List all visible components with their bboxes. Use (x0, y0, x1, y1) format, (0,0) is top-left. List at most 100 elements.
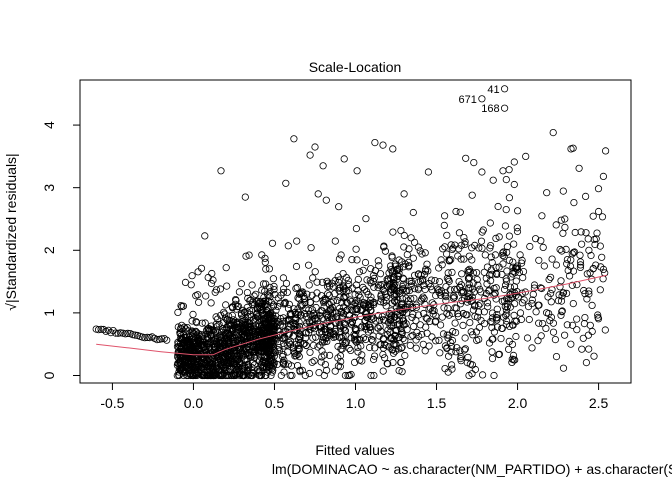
data-point (492, 295, 500, 303)
data-point (440, 221, 448, 229)
data-point (194, 268, 202, 276)
data-point (489, 176, 497, 184)
data-point (261, 287, 269, 295)
data-point (498, 297, 506, 305)
data-point (534, 337, 542, 345)
data-point (450, 293, 458, 301)
data-point (436, 349, 444, 357)
data-point (216, 285, 224, 293)
data-point (216, 339, 224, 348)
chart-subtitle: lm(DOMINACAO ~ as.character(NM_PARTIDO) … (272, 461, 672, 477)
data-point (397, 327, 406, 335)
data-point (401, 336, 409, 344)
data-point (204, 371, 212, 380)
data-point (376, 270, 385, 278)
data-point (347, 370, 355, 379)
data-point (461, 240, 469, 248)
data-point (442, 250, 451, 258)
data-point (502, 311, 510, 319)
data-point (324, 279, 332, 287)
data-point (355, 291, 363, 299)
data-point (412, 316, 420, 325)
data-point (309, 334, 317, 342)
data-point (270, 346, 278, 355)
data-point (290, 135, 298, 143)
data-point (601, 147, 610, 155)
data-point (483, 263, 491, 271)
data-point (495, 233, 503, 241)
data-point (252, 334, 260, 342)
data-point (588, 301, 596, 309)
data-point (239, 334, 247, 342)
data-point (183, 323, 191, 332)
data-point (503, 248, 511, 256)
data-point (186, 341, 194, 349)
data-point (255, 347, 263, 355)
data-point (331, 289, 339, 298)
data-point (493, 270, 501, 278)
data-point (587, 251, 595, 260)
data-point (332, 319, 340, 328)
data-point (435, 336, 443, 344)
data-point (242, 349, 250, 357)
data-point (510, 158, 518, 166)
data-point (443, 274, 451, 282)
data-point (342, 273, 350, 282)
data-point (266, 328, 274, 336)
data-point (310, 357, 318, 365)
data-point (320, 303, 328, 311)
data-point (472, 268, 481, 277)
data-point (234, 339, 243, 347)
data-point (495, 350, 503, 359)
data-point (245, 348, 253, 357)
data-point (546, 273, 555, 281)
data-point (180, 352, 188, 360)
data-point (268, 356, 276, 364)
data-point (266, 313, 274, 321)
data-point (387, 266, 395, 274)
data-point (208, 269, 216, 278)
data-point (381, 247, 389, 255)
data-point (448, 245, 456, 253)
data-point (440, 212, 449, 220)
data-point (573, 315, 581, 323)
data-point (274, 294, 282, 302)
data-point (568, 250, 576, 258)
data-point (221, 371, 230, 380)
data-point (427, 276, 435, 284)
point-labels-layer: 41 671 168 (459, 84, 500, 115)
data-point (307, 244, 315, 252)
data-point (288, 371, 296, 380)
data-point (418, 295, 426, 303)
data-point (413, 328, 421, 336)
data-point (251, 317, 259, 325)
data-point (302, 341, 310, 349)
data-point (181, 278, 190, 286)
data-point (382, 297, 390, 305)
data-point (266, 332, 274, 340)
data-point (457, 255, 465, 263)
data-point (340, 293, 348, 302)
data-point (317, 358, 325, 366)
data-point (490, 371, 498, 380)
data-point (305, 369, 314, 378)
x-tick-label: 2.0 (508, 395, 528, 411)
data-point (232, 296, 240, 305)
data-point (334, 362, 342, 370)
data-point (241, 308, 249, 317)
data-point (528, 299, 536, 308)
data-point (441, 291, 449, 300)
data-point (564, 266, 572, 275)
data-point (581, 290, 589, 298)
data-point (556, 245, 564, 254)
x-tick-label: -0.5 (100, 395, 124, 411)
data-point (464, 266, 472, 275)
data-point (594, 185, 603, 193)
data-point (155, 335, 163, 343)
data-point (494, 202, 502, 211)
data-point (200, 359, 208, 367)
data-point (469, 306, 477, 314)
data-point (226, 365, 234, 373)
data-point (576, 251, 584, 259)
data-point (244, 343, 252, 351)
